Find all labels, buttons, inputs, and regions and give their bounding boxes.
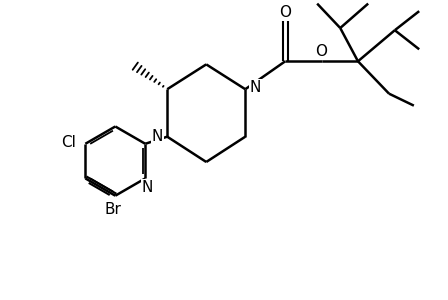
Text: N: N [142, 180, 153, 195]
Text: O: O [315, 44, 327, 59]
Text: N: N [152, 129, 163, 144]
Text: Br: Br [105, 202, 121, 217]
Text: Cl: Cl [61, 135, 76, 150]
Text: O: O [279, 5, 291, 20]
Text: N: N [250, 80, 261, 94]
